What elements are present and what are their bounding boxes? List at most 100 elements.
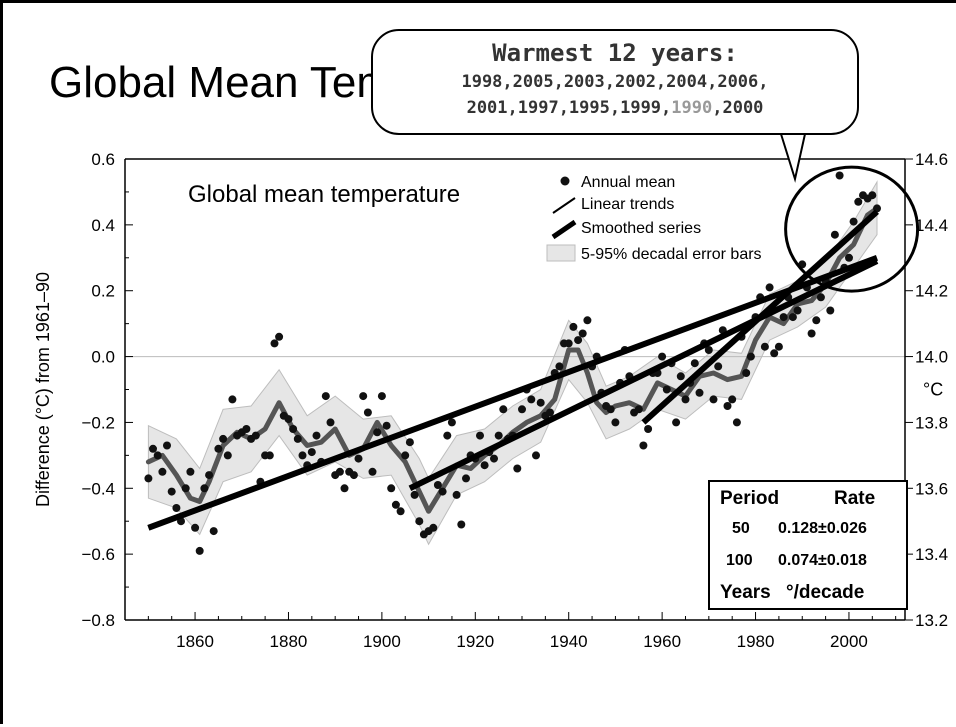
annual-mean-point [826, 306, 835, 315]
annual-mean-point [242, 425, 251, 433]
annual-mean-point [606, 405, 615, 414]
annual-mean-point [410, 490, 419, 499]
y2-tick-label: 13.2 [915, 611, 948, 630]
annual-mean-point [546, 408, 554, 417]
annual-mean-point [359, 392, 368, 401]
annual-mean-point [812, 316, 821, 325]
annual-mean-point [195, 546, 204, 555]
annual-mean-point [527, 395, 536, 404]
annual-mean-point [774, 342, 783, 351]
annual-mean-point [293, 434, 302, 443]
y2-tick-label: 14.2 [915, 282, 948, 301]
annual-mean-point [499, 405, 508, 414]
legend-label: Smoothed series [581, 220, 701, 237]
smoothed-series-layer [145, 205, 880, 514]
annual-mean-point [490, 454, 498, 463]
callout-heading: Warmest 12 years: [492, 39, 738, 67]
callout-years-line-2: 2001,1997,1995,1999,1990,2000 [373, 97, 857, 119]
annual-mean-point [307, 448, 316, 457]
annual-mean-point [480, 461, 489, 470]
linear-trend-line [641, 209, 879, 425]
annual-mean-point [354, 454, 363, 463]
annual-mean-point [205, 471, 214, 480]
annual-mean-point [340, 484, 349, 493]
annual-mean-point [494, 431, 503, 440]
x-tick-label: 2000 [830, 632, 868, 651]
y-tick-label: −0.6 [81, 545, 115, 564]
callout-year-1990: 1990 [671, 98, 713, 118]
annual-mean-point [298, 451, 307, 460]
y-tick-label: −0.4 [81, 479, 115, 498]
y-axis-label: Difference (°C) from 1961–90 [33, 272, 53, 507]
y-tick-label: 0.6 [91, 150, 115, 169]
annual-mean-point [209, 527, 218, 536]
annual-mean-point [326, 418, 335, 427]
annual-mean-point [223, 451, 232, 460]
y2-tick-label: 13.8 [915, 413, 948, 432]
annual-mean-point [681, 395, 690, 404]
annual-mean-point [219, 434, 228, 443]
annual-mean-point [532, 451, 540, 460]
legend-annual-marker [560, 176, 570, 186]
annual-mean-point [415, 517, 424, 526]
annual-mean-point [658, 352, 667, 361]
callout-years-line-1: 1998,2005,2003,2002,2004,2006, [461, 72, 769, 92]
annual-mean-point [634, 405, 643, 414]
x-tick-label: 1980 [737, 632, 775, 651]
annual-mean-point [443, 431, 452, 440]
y-tick-label: −0.2 [81, 413, 115, 432]
annual-mean-point [583, 316, 592, 325]
annual-mean-point [251, 431, 260, 440]
annual-mean-point [555, 362, 564, 371]
annual-mean-point [144, 474, 153, 483]
annual-mean-point [760, 342, 769, 351]
annual-mean-point [387, 484, 396, 493]
annual-mean-point [569, 322, 578, 331]
table-footer-years: Years [720, 582, 771, 603]
linear-trend-line [408, 258, 879, 491]
annual-mean-point [429, 523, 438, 532]
legend-band-marker [546, 244, 576, 262]
annual-mean-point [845, 253, 853, 262]
x-tick-label: 1860 [176, 632, 214, 651]
callout-pointer [780, 133, 806, 183]
y2-tick-label: 13.4 [915, 545, 948, 564]
annual-mean-point [377, 392, 386, 401]
annual-mean-point [746, 352, 755, 361]
annual-mean-point [191, 523, 200, 532]
y2-tick-label: 14.6 [915, 150, 948, 169]
y2-axis-label: °C [923, 380, 943, 400]
x-tick-label: 1920 [456, 632, 494, 651]
legend-trend-marker [552, 197, 576, 214]
annual-mean-point [149, 444, 157, 453]
annual-mean-point [405, 438, 414, 447]
callout-years-2a: 2001,1997,1995,1999, [466, 98, 672, 118]
annual-mean-point [830, 230, 839, 239]
x-tick-label: 1940 [550, 632, 588, 651]
annual-mean-point [868, 191, 877, 200]
annual-mean-point [536, 398, 545, 407]
annual-mean-point [709, 395, 718, 404]
callout-pointer-fill [781, 131, 805, 179]
annual-mean-point [382, 421, 391, 430]
x-tick-label: 1880 [270, 632, 308, 651]
annual-mean-point [200, 484, 209, 493]
annual-mean-point [611, 418, 620, 427]
warmest-years-highlight-circle [784, 165, 920, 293]
annual-mean-point [462, 474, 470, 483]
annual-mean-point [723, 402, 732, 410]
y-tick-label: 0.0 [91, 348, 115, 367]
y2-tick-label: 13.6 [915, 479, 948, 498]
annual-mean-point [518, 405, 526, 414]
annual-mean-point [321, 392, 330, 401]
y2-tick-label: 14.4 [915, 216, 948, 235]
annual-mean-point [401, 451, 410, 460]
linear-trends-layer [147, 209, 879, 531]
annual-mean-point [788, 313, 797, 322]
temperature-chart: 1860 1880 1900 1920 1940 1960 1980 2000 −0.8 −0.6… [33, 131, 948, 651]
linear-trend-line [147, 254, 879, 531]
annual-mean-point [447, 418, 456, 427]
y-tick-label: 0.4 [91, 216, 115, 235]
annual-mean-point [391, 500, 400, 509]
